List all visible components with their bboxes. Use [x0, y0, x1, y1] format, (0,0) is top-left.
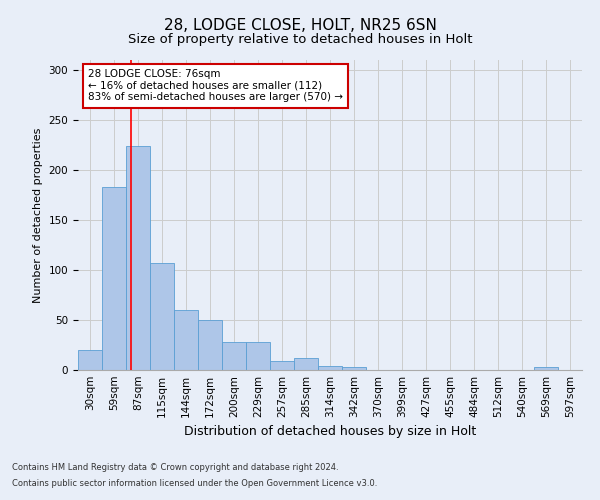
Bar: [198, 320, 222, 370]
Y-axis label: Number of detached properties: Number of detached properties: [33, 128, 43, 302]
Bar: [342, 367, 366, 370]
Text: Size of property relative to detached houses in Holt: Size of property relative to detached ho…: [128, 32, 472, 46]
Text: 28, LODGE CLOSE, HOLT, NR25 6SN: 28, LODGE CLOSE, HOLT, NR25 6SN: [164, 18, 436, 32]
Text: 28 LODGE CLOSE: 76sqm
← 16% of detached houses are smaller (112)
83% of semi-det: 28 LODGE CLOSE: 76sqm ← 16% of detached …: [88, 70, 343, 102]
Bar: [102, 187, 126, 370]
Bar: [174, 310, 198, 370]
Bar: [534, 367, 558, 370]
Bar: [222, 342, 246, 370]
Bar: [246, 342, 270, 370]
Bar: [78, 350, 102, 370]
Bar: [294, 358, 318, 370]
Bar: [270, 361, 294, 370]
Bar: [150, 263, 174, 370]
Bar: [126, 146, 150, 370]
Bar: [318, 366, 342, 370]
Text: Contains public sector information licensed under the Open Government Licence v3: Contains public sector information licen…: [12, 478, 377, 488]
Text: Contains HM Land Registry data © Crown copyright and database right 2024.: Contains HM Land Registry data © Crown c…: [12, 464, 338, 472]
X-axis label: Distribution of detached houses by size in Holt: Distribution of detached houses by size …: [184, 426, 476, 438]
